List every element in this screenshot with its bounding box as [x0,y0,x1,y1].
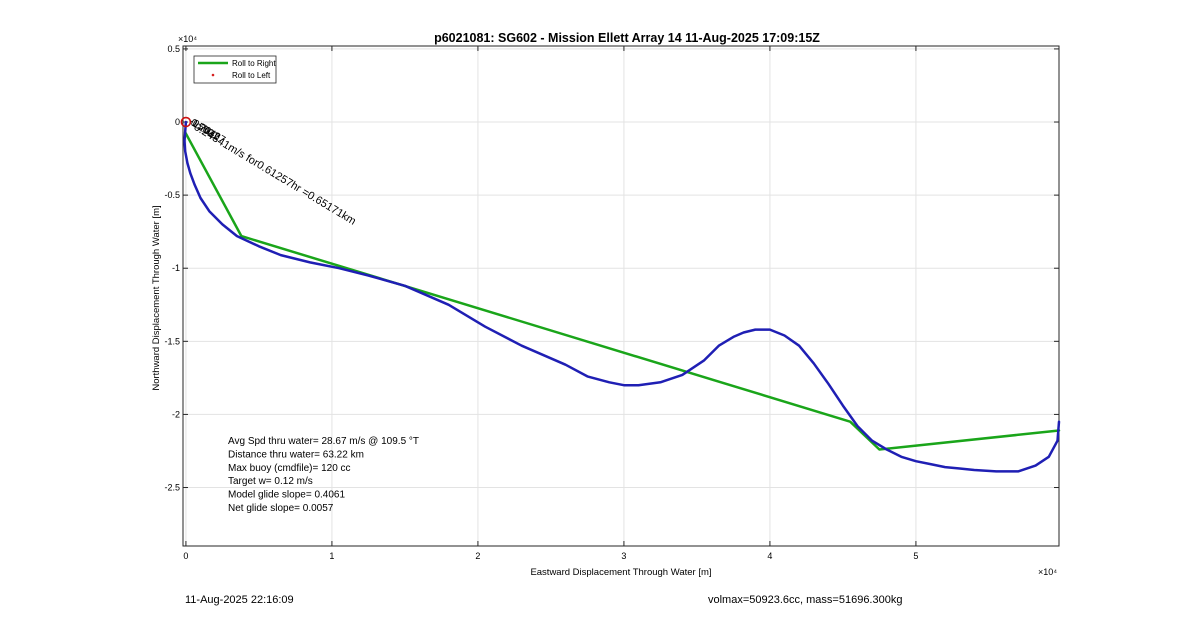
y-tick-label: -2 [172,409,180,419]
x-tick-label: 5 [913,551,918,561]
legend: Roll to Right Roll to Left [193,55,277,84]
stats-line: Max buoy (cmdfile)= 120 cc [228,463,351,474]
x-axis: 0 1 2 3 4 5 [183,46,918,561]
legend-dot-swatch [211,73,215,77]
x-tick-label: 1 [329,551,334,561]
y-tick-label: -2.5 [164,483,180,493]
x-tick-label: 3 [621,551,626,561]
stats-line: Target w= 0.12 m/s [228,476,313,487]
stats-line: Avg Spd thru water= 28.67 m/s @ 109.5 °T [228,436,419,447]
grid-lines [183,46,1059,546]
stats-block: Avg Spd thru water= 28.67 m/s @ 109.5 °T… [228,436,419,514]
footer-volume-mass: volmax=50923.6cc, mass=51696.300kg [708,594,903,606]
stats-line: Net glide slope= 0.0057 [228,503,334,514]
y-axis: 0.5 0 -0.5 -1 -1.5 -2 -2.5 [164,44,1059,493]
glider-track-line [183,120,1061,473]
legend-label-roll-left: Roll to Left [232,71,271,80]
y-tick-label: 0.5 [167,44,180,54]
x-tick-label: 4 [767,551,772,561]
y-tick-label: 0 [175,117,180,127]
footer-timestamp: 11-Aug-2025 22:16:09 [185,594,294,606]
series-layer [180,116,1061,473]
y-tick-label: -0.5 [164,190,180,200]
stats-line: Distance thru water= 63.22 km [228,449,364,460]
y-tick-label: -1 [172,263,180,273]
x-axis-label: Eastward Displacement Through Water [m] [530,567,711,578]
y-tick-label: -1.5 [164,336,180,346]
start-marker [180,116,192,128]
y-exponent-label: ×10⁴ [178,34,197,44]
x-tick-label: 2 [475,551,480,561]
x-exponent-label: ×10⁴ [1038,567,1057,577]
legend-label-roll-right: Roll to Right [232,59,276,68]
chart-title: p6021081: SG602 - Mission Ellett Array 1… [434,31,820,45]
plot-area [182,45,1060,547]
legend-box [193,55,277,84]
roll-to-right-line [183,131,1061,451]
y-axis-label: Northward Displacement Through Water [m] [151,205,162,390]
stats-line: Model glide slope= 0.4061 [228,490,345,501]
x-tick-label: 0 [183,551,188,561]
rotated-annotation: -0.24341m/s for0.61257hr =0.65171km [188,119,357,227]
